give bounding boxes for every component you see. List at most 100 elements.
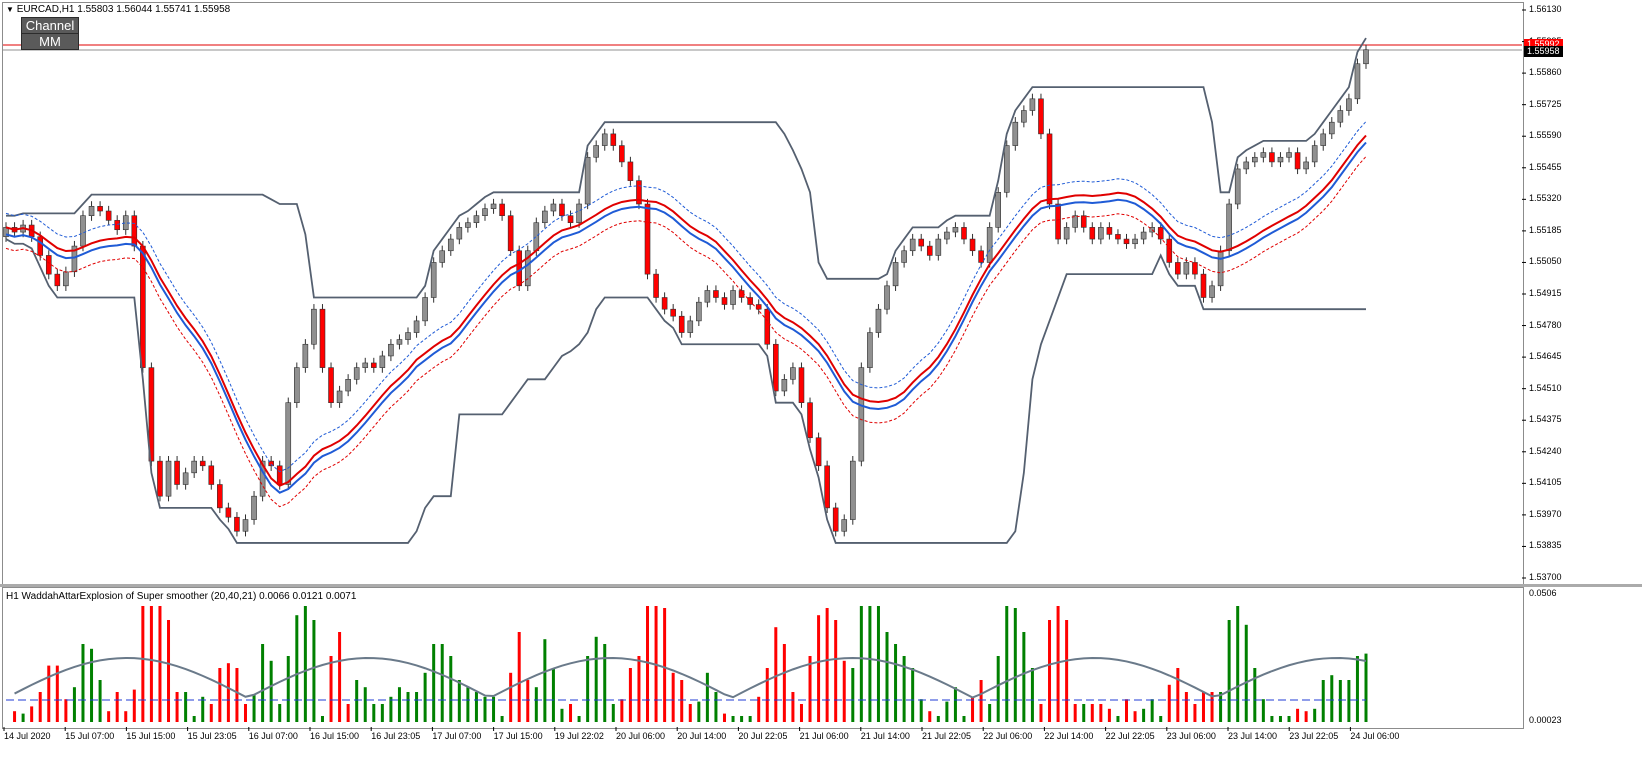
mm-button[interactable]: MM (21, 33, 79, 50)
wae-up-bar (1005, 606, 1009, 722)
wae-up-bar (1278, 716, 1282, 722)
wae-down-bar (209, 704, 213, 722)
wae-down-bar (346, 704, 350, 722)
bull-candle (1252, 156, 1258, 163)
wae-up-bar (1330, 675, 1334, 722)
bear-candle (815, 437, 822, 467)
wae-up-bar (876, 606, 880, 722)
wae-down-bar (38, 692, 42, 722)
bull-candle (584, 156, 591, 205)
indicator-header: H1 WaddahAttarExplosion of Super smoothe… (6, 591, 357, 602)
wae-down-bar (680, 680, 684, 722)
wae-down-bar (47, 665, 51, 722)
bull-candle (413, 320, 420, 333)
bull-candle (336, 390, 343, 403)
wae-up-bar (449, 656, 453, 722)
bull-candle (490, 203, 497, 209)
bear-candle (507, 215, 514, 252)
wae-up-bar (697, 701, 701, 722)
wae-up-bar (577, 716, 581, 722)
price-tick: 1.53835 (1529, 540, 1562, 551)
bear-candle (1175, 262, 1181, 275)
wae-down-bar (782, 644, 786, 722)
bear-candle (969, 238, 976, 252)
bull-candle (1354, 63, 1361, 100)
bull-candle (875, 308, 882, 333)
wae-down-bar (1210, 692, 1214, 722)
wae-up-bar (1082, 704, 1086, 722)
wae-up-bar (1261, 699, 1265, 722)
time-tick: 15 Jul 23:05 (187, 731, 237, 741)
price-tick: 1.54780 (1529, 319, 1562, 330)
bull-candle (593, 145, 599, 158)
wae-up-bar (1150, 699, 1154, 722)
bull-candle (1286, 152, 1292, 158)
bull-candle (849, 460, 856, 520)
price-tick: 1.54375 (1529, 414, 1562, 425)
bear-candle (140, 245, 146, 368)
wae-up-bar (1287, 716, 1291, 722)
pane-separator[interactable] (0, 584, 1642, 587)
time-tick: 20 Jul 06:00 (616, 731, 666, 741)
ask-price-badge: 1.55992 (1524, 39, 1563, 50)
wae-down-bar (158, 606, 162, 722)
wae-explosion-line (14, 656, 1367, 699)
bull-candle (944, 231, 950, 240)
time-tick: 22 Jul 06:00 (983, 731, 1033, 741)
time-tick: 14 Jul 2020 (4, 731, 51, 741)
wae-up-bar (1022, 632, 1026, 722)
wae-up-bar (1253, 668, 1257, 722)
channel-button[interactable]: Channel (21, 17, 79, 34)
bull-candle (80, 215, 86, 247)
lower-band-dashed (5, 156, 1367, 508)
wae-up-bar (919, 699, 923, 722)
bear-candle (105, 210, 112, 221)
bear-candle (45, 255, 52, 275)
bull-candle (302, 343, 309, 368)
wae-up-bar (1030, 668, 1034, 722)
bear-candle (961, 227, 967, 240)
wae-up-bar (192, 716, 196, 722)
wae-down-bar (663, 608, 667, 722)
wae-up-bar (21, 713, 25, 722)
wae-up-bar (894, 644, 898, 722)
price-tick: 1.55050 (1529, 256, 1562, 267)
indicator-axis-top: 0.0506 (1529, 588, 1557, 598)
indicator-pane[interactable] (2, 587, 1524, 729)
wae-up-bar (996, 656, 1000, 722)
bull-candle (259, 460, 266, 497)
bull-candle (1363, 49, 1369, 65)
wae-up-bar (492, 696, 496, 722)
bear-candle (653, 273, 659, 298)
bear-candle (97, 206, 103, 212)
wae-up-bar (551, 668, 555, 722)
time-tick: 22 Jul 14:00 (1044, 731, 1094, 741)
wae-down-bar (842, 660, 846, 722)
bear-candle (268, 460, 274, 467)
indicator-axis-bottom: 0.00023 (1529, 715, 1562, 725)
time-tick: 19 Jul 22:02 (554, 731, 604, 741)
bull-candle (1021, 110, 1027, 123)
bull-candle (781, 379, 788, 392)
wae-up-bar (303, 606, 307, 722)
price-tick: 1.55320 (1529, 193, 1562, 204)
bear-candle (1115, 234, 1121, 240)
bull-candle (696, 301, 702, 322)
bull-candle (1234, 168, 1241, 205)
bear-candle (1200, 273, 1207, 298)
bear-candle (567, 215, 574, 224)
wae-up-bar (90, 648, 94, 722)
bull-candle (388, 343, 394, 357)
wae-down-bar (825, 608, 829, 722)
dropdown-icon[interactable]: ▼ (6, 5, 14, 14)
bull-candle (1260, 152, 1267, 158)
wae-up-bar (320, 716, 324, 722)
bear-candle (276, 465, 283, 485)
bull-candle (251, 495, 257, 520)
wae-up-bar (312, 620, 316, 722)
price-tick: 1.55860 (1529, 67, 1562, 78)
bull-candle (1183, 262, 1190, 275)
bear-candle (636, 180, 642, 205)
bear-candle (824, 465, 830, 509)
